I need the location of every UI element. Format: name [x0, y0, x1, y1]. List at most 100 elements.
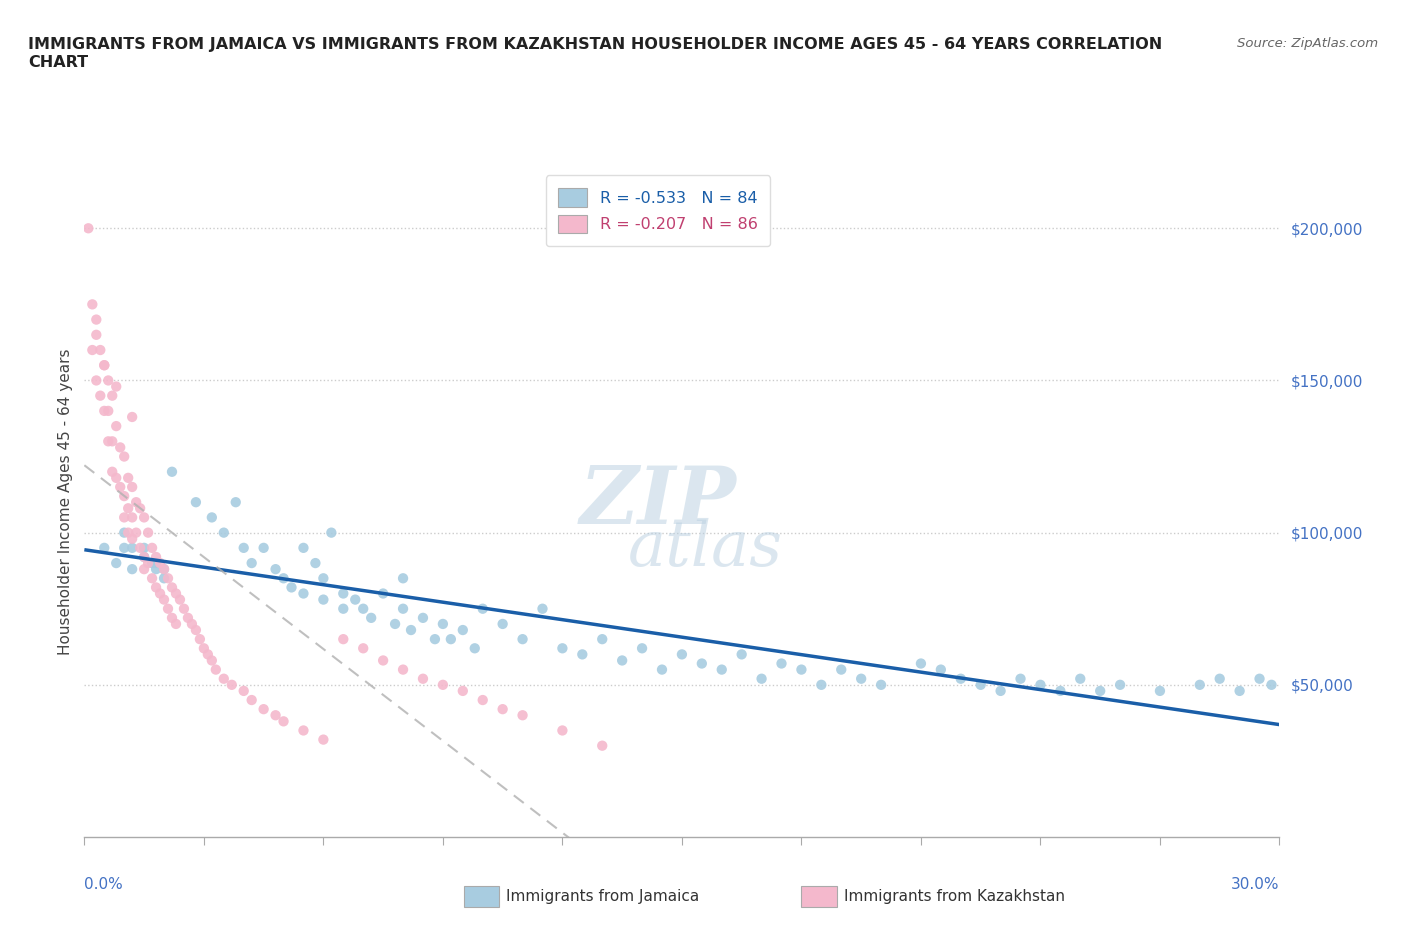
Point: [440, 631, 463, 646]
Point: [990, 684, 1012, 698]
Text: Immigrants from Kazakhstan: Immigrants from Kazakhstan: [844, 889, 1064, 904]
Point: [432, 617, 454, 631]
Point: [1260, 677, 1282, 692]
Point: [121, 540, 143, 555]
Point: [970, 677, 993, 692]
Point: [1088, 684, 1111, 698]
Point: [112, 488, 135, 503]
Point: [392, 662, 415, 677]
Text: atlas: atlas: [628, 518, 783, 580]
Point: [651, 662, 673, 677]
Point: [212, 525, 235, 540]
Point: [551, 641, 574, 656]
Point: [129, 540, 152, 555]
Point: [145, 555, 167, 570]
Point: [280, 580, 302, 595]
Point: [352, 641, 374, 656]
Point: [292, 586, 315, 601]
Point: [121, 480, 143, 495]
Point: [141, 571, 163, 586]
Point: [153, 592, 176, 607]
Point: [86, 312, 108, 327]
Point: [149, 555, 172, 570]
Point: [93, 358, 115, 373]
Point: [870, 677, 893, 692]
Point: [1229, 684, 1251, 698]
Point: [117, 471, 139, 485]
Point: [112, 510, 135, 525]
Point: [101, 464, 124, 479]
Point: [591, 631, 613, 646]
Point: [790, 662, 813, 677]
Point: [392, 571, 415, 586]
Point: [145, 580, 167, 595]
Point: [264, 708, 287, 723]
Point: [253, 702, 276, 717]
Point: [173, 602, 195, 617]
Point: [136, 555, 159, 570]
Point: [432, 677, 454, 692]
Text: 0.0%: 0.0%: [84, 877, 124, 892]
Point: [77, 220, 100, 235]
Point: [149, 586, 172, 601]
Point: [93, 358, 115, 373]
Point: [1109, 677, 1132, 692]
Point: [188, 631, 211, 646]
Point: [112, 449, 135, 464]
Point: [205, 662, 228, 677]
Point: [132, 540, 156, 555]
Point: [201, 653, 224, 668]
Point: [160, 610, 183, 625]
Point: [312, 571, 335, 586]
Point: [117, 501, 139, 516]
Point: [1049, 684, 1071, 698]
Point: [830, 662, 852, 677]
Point: [165, 586, 187, 601]
Point: [471, 693, 494, 708]
Point: [304, 555, 326, 570]
Point: [82, 342, 104, 357]
Point: [153, 571, 176, 586]
Text: Source: ZipAtlas.com: Source: ZipAtlas.com: [1237, 37, 1378, 50]
Point: [180, 617, 202, 631]
Point: [232, 540, 254, 555]
Point: [82, 297, 104, 312]
Point: [1010, 671, 1032, 686]
Point: [591, 738, 613, 753]
Point: [849, 671, 872, 686]
Text: 30.0%: 30.0%: [1232, 877, 1279, 892]
Point: [101, 434, 124, 449]
Point: [384, 617, 406, 631]
Point: [184, 495, 207, 510]
Point: [197, 647, 219, 662]
Point: [132, 510, 156, 525]
Point: [101, 388, 124, 403]
Point: [710, 662, 733, 677]
Point: [165, 617, 187, 631]
Point: [232, 684, 254, 698]
Point: [93, 540, 115, 555]
Point: [392, 602, 415, 617]
Point: [110, 480, 132, 495]
Point: [464, 641, 486, 656]
Point: [690, 656, 713, 671]
Point: [810, 677, 832, 692]
Point: [97, 404, 120, 418]
Point: [93, 404, 115, 418]
Point: [160, 580, 183, 595]
Point: [105, 379, 128, 394]
Point: [225, 495, 247, 510]
Legend: R = -0.533   N = 84, R = -0.207   N = 86: R = -0.533 N = 84, R = -0.207 N = 86: [546, 176, 770, 246]
Point: [125, 525, 148, 540]
Point: [89, 342, 111, 357]
Point: [332, 631, 354, 646]
Point: [160, 464, 183, 479]
Point: [141, 555, 163, 570]
Point: [121, 562, 143, 577]
Text: Immigrants from Jamaica: Immigrants from Jamaica: [506, 889, 699, 904]
Point: [110, 440, 132, 455]
Point: [531, 602, 554, 617]
Point: [125, 495, 148, 510]
Point: [929, 662, 952, 677]
Point: [184, 622, 207, 637]
